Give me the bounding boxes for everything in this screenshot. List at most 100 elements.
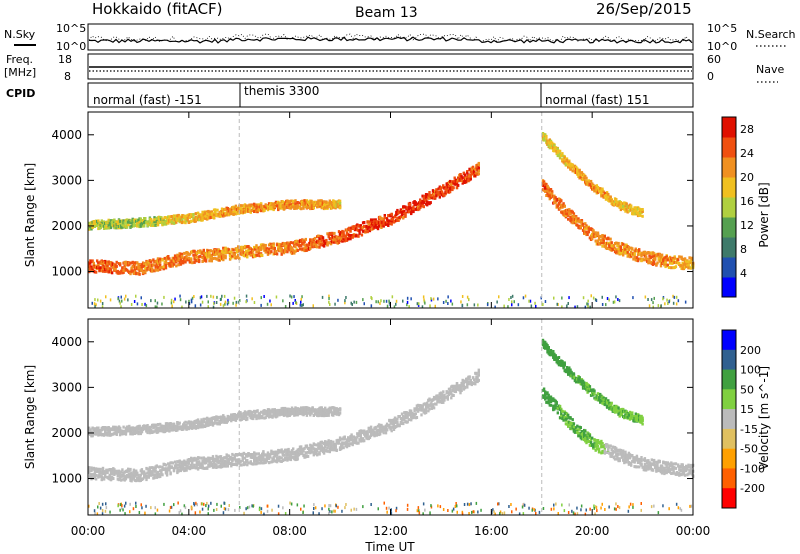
data-cell [469,173,472,177]
data-cell [155,472,158,476]
data-cell [235,211,239,215]
clutter-cell [601,303,604,306]
data-cell [209,249,212,253]
data-cell [121,271,124,275]
clutter-cell [226,302,229,306]
data-cell [687,263,690,267]
data-cell [124,477,128,481]
velocity-data-marks [88,319,695,516]
data-cell [396,417,399,421]
clutter-cell [595,299,598,302]
data-cell [136,261,139,265]
data-cell [652,262,656,266]
clutter-cell [529,299,532,303]
data-cell [390,429,393,433]
data-cell [567,217,570,221]
data-cell [428,397,431,401]
data-cell [159,465,162,469]
clutter-cell [675,295,678,299]
data-cell [201,260,204,263]
data-cell [228,456,232,459]
data-cell [97,219,100,223]
data-cell [153,216,156,220]
data-cell [660,253,664,257]
clutter-cell [510,296,512,299]
data-cell [349,237,352,241]
clutter-cell [517,303,520,307]
clutter-cell [344,299,346,303]
clutter-cell [351,303,353,306]
data-cell [355,438,358,442]
data-cell [681,257,684,261]
data-cell [351,443,354,447]
data-cell [631,247,634,251]
data-cell [602,240,605,244]
data-cell [678,255,681,259]
data-cell [391,217,394,221]
data-cell [190,219,193,223]
data-cell [195,255,199,259]
data-cell [277,451,280,455]
data-cell [241,457,244,461]
data-cell [259,202,263,206]
data-cell [686,260,689,264]
data-cell [223,251,226,254]
data-cell [196,211,200,215]
data-cell [164,264,168,267]
data-cell [656,261,659,265]
data-cell [674,265,678,269]
data-cell [336,239,339,243]
clutter-cell [586,302,588,306]
clutter-cell [290,295,293,299]
data-cell [575,165,578,169]
clutter-cell [94,298,96,302]
data-cell [374,218,377,222]
clutter-cell [648,304,651,308]
data-cell [389,427,392,431]
data-cell [177,469,180,473]
clutter-cell [188,302,191,305]
clutter-cell [511,300,513,304]
data-cell [248,251,251,255]
data-cell [427,405,430,409]
data-cell [476,378,479,382]
data-cell [338,436,342,440]
clutter-cell [101,302,104,305]
data-cell [165,468,169,472]
data-cell [130,479,133,483]
data-cell [477,163,480,167]
data-cell [139,473,142,477]
data-cell [580,171,584,175]
data-cell [138,427,141,430]
clutter-cell [451,302,454,306]
data-cell [298,449,302,453]
data-cell [198,460,201,464]
clutter-cell [221,294,223,298]
data-cell [239,206,242,210]
data-cell [232,248,235,252]
data-cell [432,191,436,195]
data-cell [88,466,91,470]
data-cell [138,266,141,270]
data-cell [93,468,97,471]
data-cell [138,272,141,276]
data-cell [220,253,224,257]
data-cell [468,174,471,178]
data-cell [151,269,154,273]
data-cell [617,247,620,251]
data-cell [275,453,279,457]
data-cell [440,190,444,194]
data-cell [544,186,547,190]
data-cell [318,237,321,240]
data-cell [96,259,99,263]
data-cell [264,243,267,247]
data-cell [100,475,103,479]
data-cell [129,261,132,265]
data-cell [248,206,251,210]
clutter-cell [282,299,284,303]
data-cell [101,472,105,476]
clutter-cell [328,294,330,298]
data-cell [226,207,229,210]
data-cell [289,241,293,245]
data-cell [206,466,209,470]
